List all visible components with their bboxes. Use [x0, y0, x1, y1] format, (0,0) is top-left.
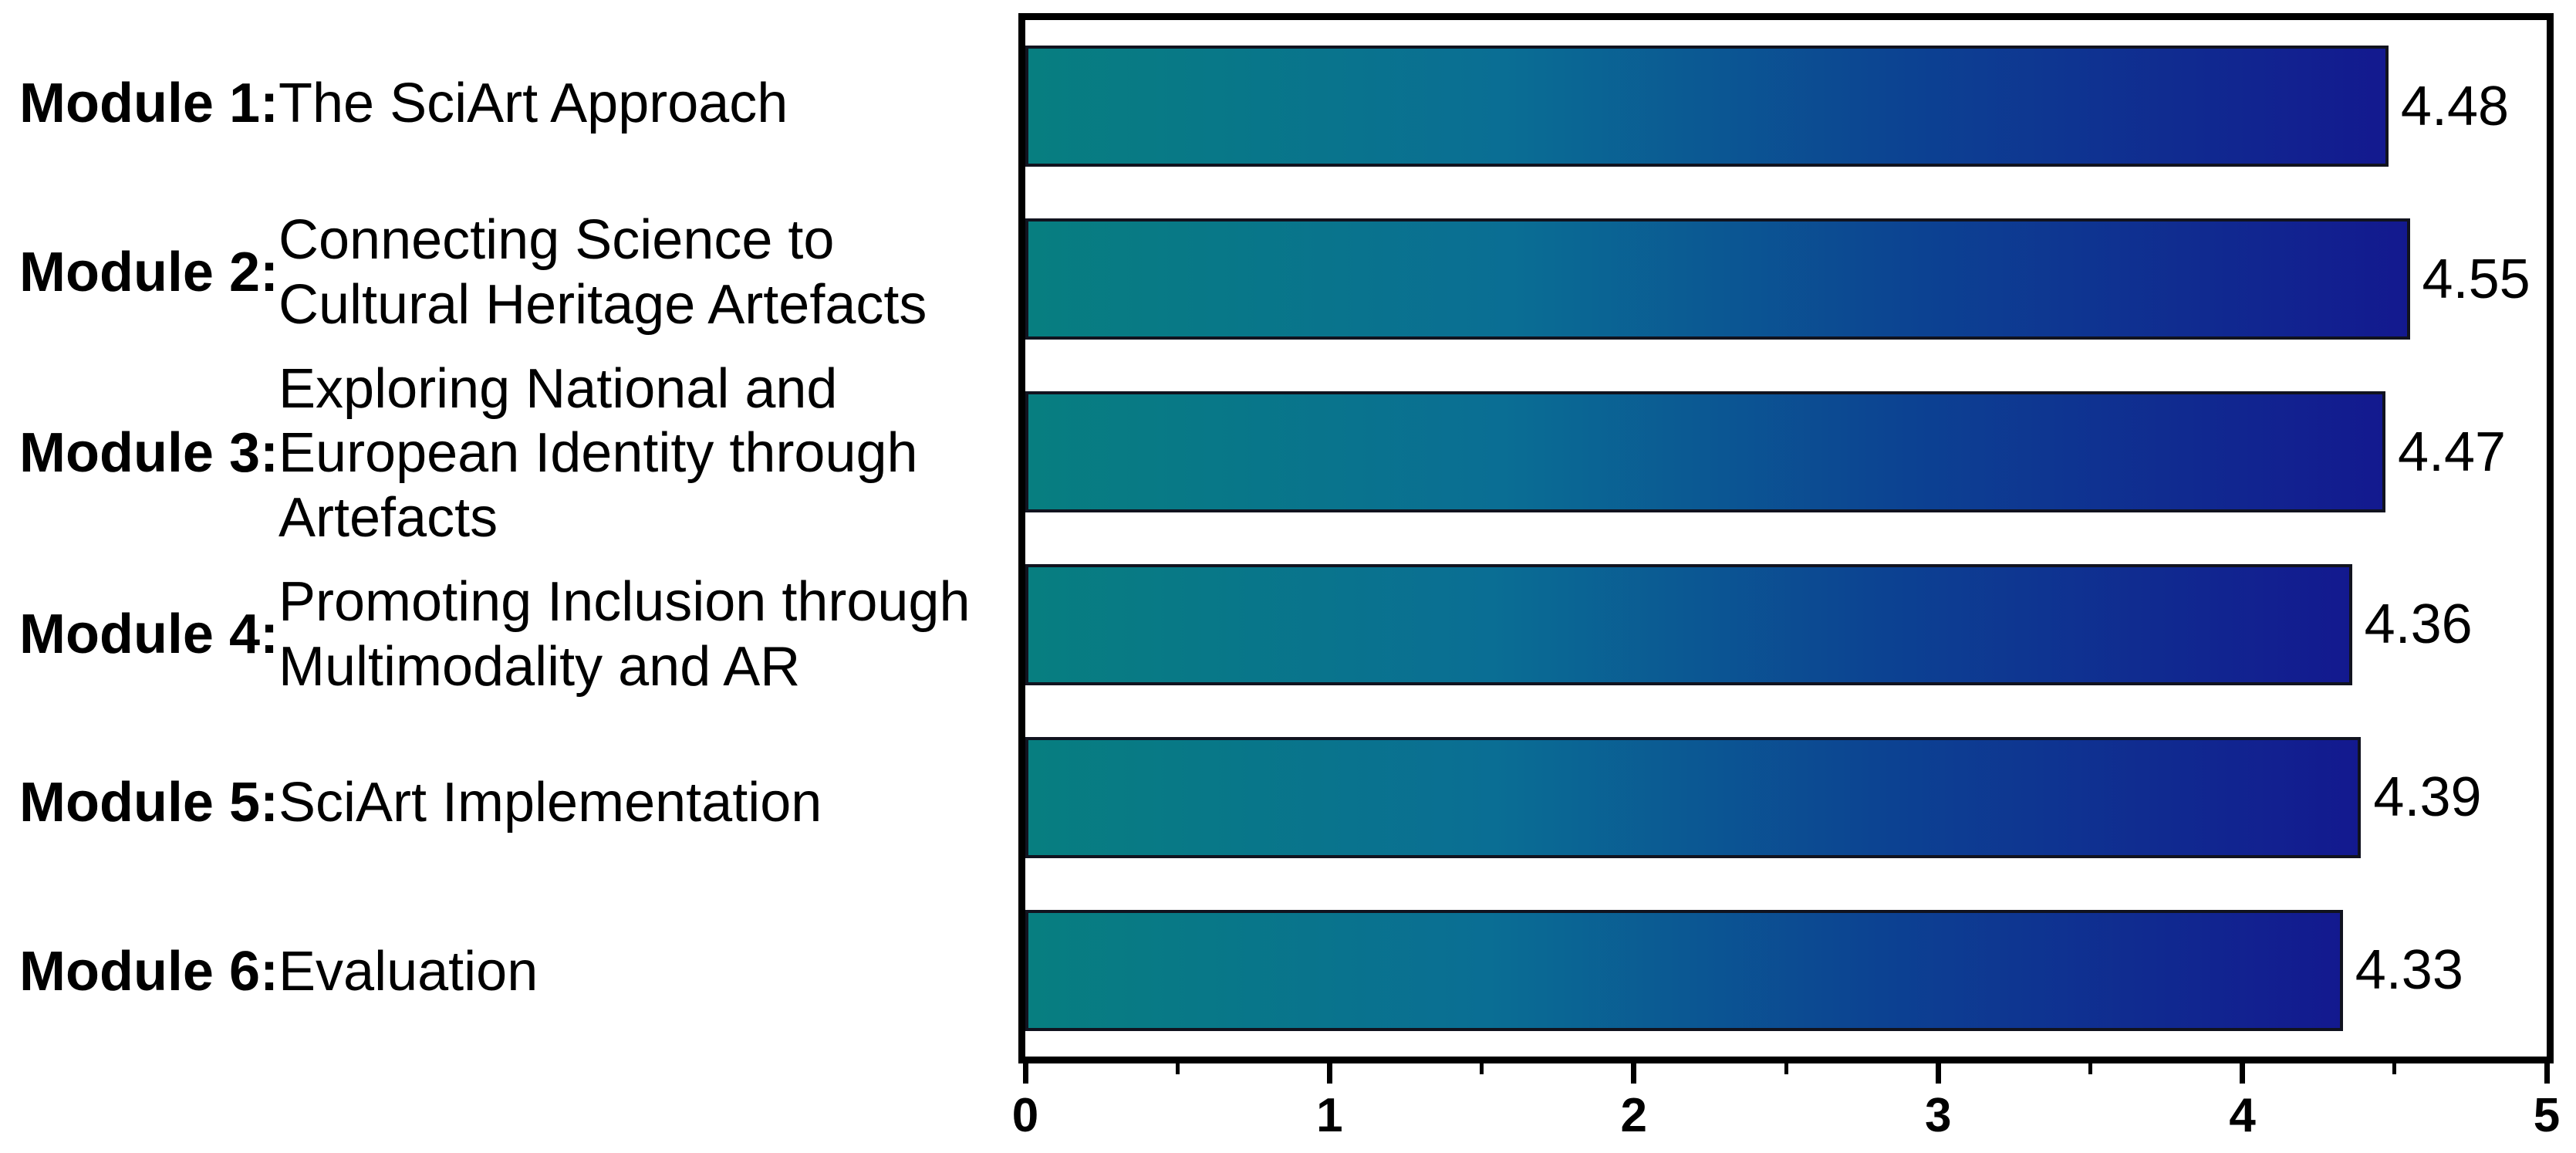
bar-value-label-module-2: 4.55 [2422, 248, 2530, 310]
plot-area: 4.48 4.55 4.47 4.36 4.39 4.33 [1018, 13, 2554, 1063]
x-axis-tick-label: 5 [2533, 1089, 2561, 1142]
x-axis-tick-label: 2 [1620, 1089, 1648, 1142]
bar-row-module-5: 4.39 [1025, 711, 2547, 884]
module-3-prefix: Module 3: [19, 422, 279, 485]
bar-row-module-3: 4.47 [1025, 366, 2547, 539]
module-4-title: Promoting Inclusion through Multimodalit… [279, 571, 971, 698]
x-axis-minor-tick [1784, 1063, 1788, 1074]
bar-row-module-1: 4.48 [1025, 20, 2547, 193]
bar-value-label-module-6: 4.33 [2355, 939, 2463, 1002]
bar-module-5 [1025, 736, 2362, 858]
x-axis-minor-tick [2392, 1063, 2397, 1074]
module-2-title: Connecting Science to Cultural Heritage … [279, 209, 927, 336]
bar-row-module-2: 4.55 [1025, 193, 2547, 366]
x-axis-major-tick [1326, 1063, 1332, 1084]
category-label-module-1: Module 1: The SciArt Approach [0, 20, 1018, 188]
bar-value-label-module-1: 4.48 [2400, 75, 2510, 137]
x-axis-tick-label: 3 [1924, 1089, 1952, 1142]
x-axis-minor-tick [1175, 1063, 1180, 1074]
x-axis-major-tick [1935, 1063, 1941, 1084]
module-5-title: SciArt Implementation [279, 772, 822, 834]
bar-module-1 [1025, 46, 2389, 167]
x-axis-tick-label: 1 [1316, 1089, 1343, 1142]
module-1-title: The SciArt Approach [279, 73, 788, 135]
category-label-module-3: Module 3: Exploring National and European… [0, 357, 1018, 551]
bar-value-label-module-4: 4.36 [2364, 593, 2473, 656]
category-label-module-5: Module 5: SciArt Implementation [0, 719, 1018, 888]
bar-value-label-module-3: 4.47 [2397, 421, 2507, 483]
module-1-prefix: Module 1: [19, 73, 279, 135]
x-axis-minor-tick [1480, 1063, 1484, 1074]
category-label-column: Module 1: The SciArt Approach Module 2: Co… [0, 20, 1018, 1057]
module-6-prefix: Module 6: [19, 940, 279, 1003]
module-5-prefix: Module 5: [19, 772, 279, 834]
category-label-module-2: Module 2: Connecting Science to Cultural … [0, 188, 1018, 357]
bar-value-label-module-5: 4.39 [2373, 766, 2482, 829]
bar-module-6 [1025, 909, 2343, 1031]
module-2-prefix: Module 2: [19, 241, 279, 303]
x-axis-major-tick [2240, 1063, 2246, 1084]
x-axis-tick-label: 0 [1011, 1089, 1039, 1142]
x-axis-major-tick [1631, 1063, 1637, 1084]
bar-module-2 [1025, 218, 2410, 340]
module-3-title: Exploring National and European Identity… [279, 357, 918, 549]
module-4-prefix: Module 4: [19, 604, 279, 665]
bar-module-3 [1025, 391, 2385, 513]
bar-module-4 [1025, 563, 2352, 685]
x-axis-minor-tick [2088, 1063, 2092, 1074]
x-axis-major-tick [2544, 1063, 2550, 1084]
bar-row-module-4: 4.36 [1025, 538, 2547, 711]
category-label-module-4: Module 4: Promoting Inclusion through Mul… [0, 551, 1018, 719]
module-6-title: Evaluation [279, 940, 538, 1003]
x-axis-tick-label: 4 [2229, 1089, 2256, 1142]
x-axis-major-tick [1022, 1063, 1028, 1084]
category-label-module-6: Module 6: Evaluation [0, 888, 1018, 1056]
bar-row-module-6: 4.33 [1025, 884, 2547, 1057]
